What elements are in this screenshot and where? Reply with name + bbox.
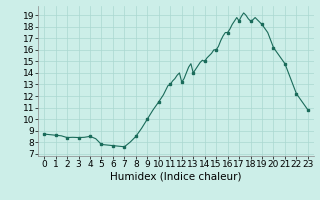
X-axis label: Humidex (Indice chaleur): Humidex (Indice chaleur) [110, 172, 242, 182]
